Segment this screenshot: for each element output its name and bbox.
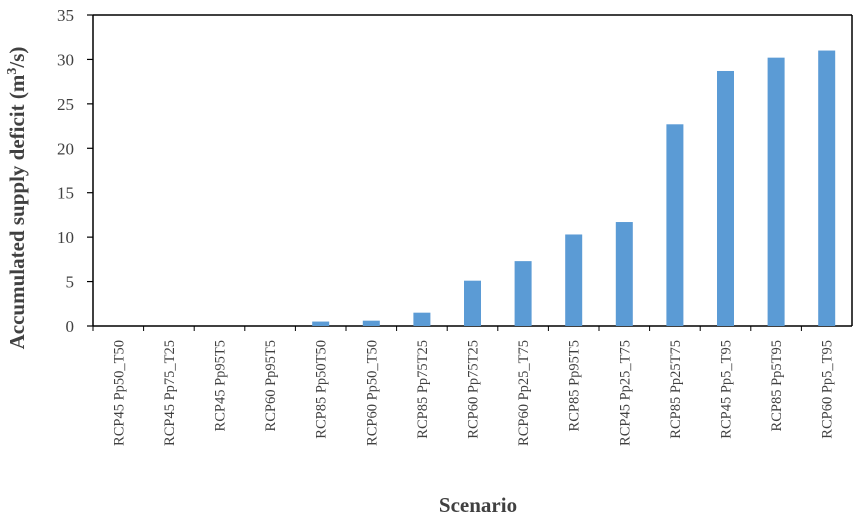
bar [565, 234, 583, 326]
x-axis-ticks: RCP45 Pp50_T50 RCP45 Pp75_T25 RCP45 Pp95T5… [92, 326, 836, 446]
x-tick-label: RCP85 Pp25T75 [668, 340, 684, 439]
y-tick-label: 30 [57, 50, 74, 69]
x-tick-label: RCP45 Pp95T5 [213, 340, 229, 431]
x-tick-label: RCP60 Pp5_T95 [820, 340, 836, 439]
x-tick-label: RCP60 Pp25_T75 [516, 340, 532, 446]
bar [514, 261, 532, 326]
y-tick-label: 5 [66, 273, 75, 292]
y-tick-label: 35 [57, 6, 74, 25]
y-axis-title: Accumulated supply deficit (m3/s) [5, 47, 29, 350]
y-tick-label: 15 [57, 184, 74, 203]
bar [666, 124, 684, 327]
y-axis-title-end: /s) [5, 47, 29, 69]
x-tick-label: RCP85 Pp95T5 [567, 340, 583, 431]
y-axis-ticks: 0 5 10 15 20 25 30 35 [57, 6, 93, 336]
bar [464, 280, 481, 326]
bars [312, 50, 836, 327]
x-tick-label: RCP45 Pp50_T50 [111, 340, 127, 446]
bar [413, 312, 431, 326]
y-tick-label: 20 [57, 139, 74, 158]
x-tick-label: RCP60 Pp50_T50 [364, 340, 380, 446]
y-axis-title-superscript: 3 [5, 68, 20, 75]
bar [362, 320, 380, 326]
x-tick-label: RCP85 Pp5T95 [769, 340, 785, 431]
bar [717, 70, 734, 326]
y-tick-label: 0 [66, 317, 75, 336]
x-tick-label: RCP85 Pp50T50 [314, 340, 330, 439]
x-tick-label: RCP45 Pp5_T95 [719, 340, 735, 439]
y-tick-label: 25 [57, 95, 74, 114]
bar [312, 321, 330, 326]
bar [767, 57, 785, 326]
x-tick-label: RCP60 Pp95T5 [263, 340, 279, 431]
x-tick-label: RCP85 Pp75T25 [415, 340, 431, 439]
bar [615, 222, 633, 326]
x-tick-label: RCP45 Pp25_T75 [617, 340, 633, 446]
plot-frame [92, 14, 853, 327]
x-axis-title: Scenario [439, 493, 517, 517]
y-tick-label: 10 [57, 228, 74, 247]
bar [818, 50, 836, 327]
y-axis-title-main: Accumulated supply deficit (m [5, 74, 29, 349]
x-tick-label: RCP60 Pp75T25 [466, 340, 482, 439]
x-tick-label: RCP45 Pp75_T25 [162, 340, 178, 446]
